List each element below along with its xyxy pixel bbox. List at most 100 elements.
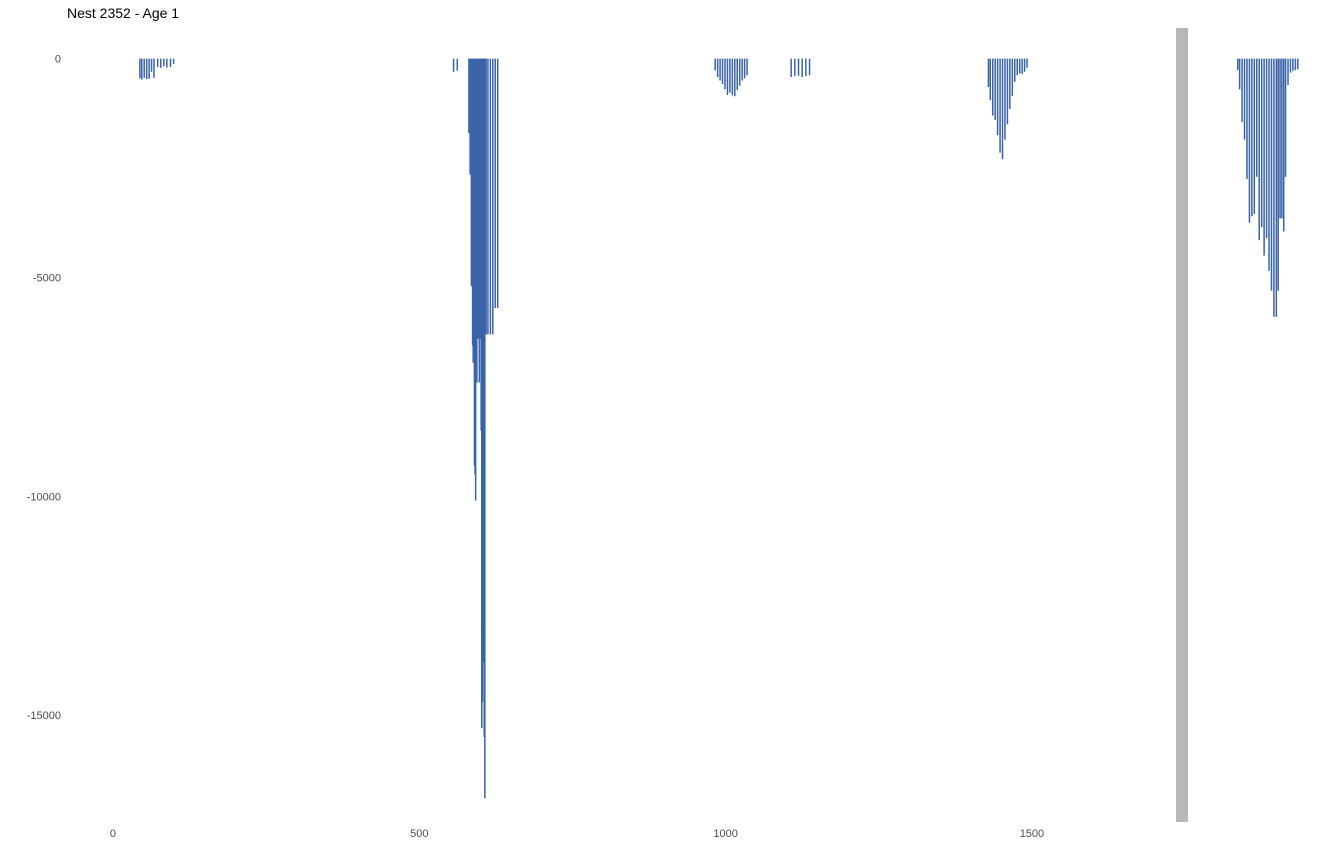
bar [484,58,486,799]
bar [468,58,470,134]
bar [721,58,724,85]
bar [169,58,172,67]
bar [790,58,792,78]
bar [1284,58,1287,177]
bar [726,58,729,95]
bar [1277,58,1279,291]
bar [1004,58,1006,140]
highlight-band [1176,28,1189,822]
bar [738,58,741,86]
bar [166,58,168,68]
bar [1279,58,1281,219]
bar [159,58,162,68]
bar [991,58,994,116]
y-tick-label: 0 [55,54,61,66]
bar [746,58,748,76]
bar [139,58,141,79]
bar [1243,58,1246,140]
bar [1292,58,1294,71]
bar [996,58,999,136]
bar [1238,58,1241,90]
bar [1268,58,1270,271]
bar [1246,58,1248,179]
bar [1016,58,1018,76]
bar [1273,58,1275,317]
bar [452,58,455,72]
bar [1021,58,1023,74]
bar [994,58,996,120]
bar [1023,58,1026,72]
bar [1263,58,1265,256]
bar [456,58,459,71]
bar [741,58,743,81]
bar [1270,58,1273,291]
bar [1265,58,1268,239]
bar [743,58,746,79]
bar [1251,58,1253,217]
bar [1014,58,1016,82]
bar [478,58,481,383]
bar [148,58,150,79]
bar [145,58,148,80]
bar [1237,58,1239,71]
bar [156,58,159,67]
y-tick-label: -5000 [33,272,61,284]
bar [143,58,145,78]
bar [485,58,487,335]
bar [1001,58,1004,160]
bar [1241,58,1243,123]
bar [494,58,497,309]
bar [1287,58,1289,85]
bar [801,58,803,78]
x-tick-label: 1500 [1020,828,1044,840]
bar [1260,58,1263,228]
bar [472,58,474,363]
y-tick-label: -15000 [27,710,61,722]
bar [1253,58,1256,214]
bar [729,58,731,93]
y-tick-label: -10000 [27,491,61,503]
bar [474,58,477,501]
bar [731,58,734,96]
bar [987,58,990,88]
bar [1009,58,1011,109]
bar [1258,58,1260,241]
bar [163,58,165,67]
bar [794,58,796,77]
bar [470,58,473,287]
x-tick-label: 1000 [713,828,737,840]
bar [477,58,479,339]
bar [141,58,143,80]
highlight-band-layer [1176,28,1189,822]
bar [492,58,494,335]
bar [476,58,478,383]
bar [150,58,153,72]
bar [1011,58,1014,96]
bar [714,58,716,71]
bar [1026,58,1028,68]
bar [153,58,155,78]
bar [1297,58,1299,70]
bar [989,58,992,101]
bar [489,58,492,335]
x-tick-label: 0 [110,828,116,840]
bar [1275,58,1278,317]
bar [805,58,807,77]
bar [999,58,1001,153]
bar [1289,58,1292,73]
bar [734,58,736,97]
bar [1282,58,1285,232]
bar [487,58,489,335]
bars-layer [139,58,1299,799]
chart-title: Nest 2352 - Age 1 [67,5,180,21]
bar [1256,58,1258,177]
x-tick-label: 500 [410,828,428,840]
bar [797,58,800,76]
axis-ticks-layer: 0 -5000 -10000 -15000 0 500 1000 1500 [27,54,1044,840]
bar [172,58,175,64]
bar [469,58,471,175]
bar [719,58,721,81]
bar [736,58,738,91]
bar [808,58,811,76]
